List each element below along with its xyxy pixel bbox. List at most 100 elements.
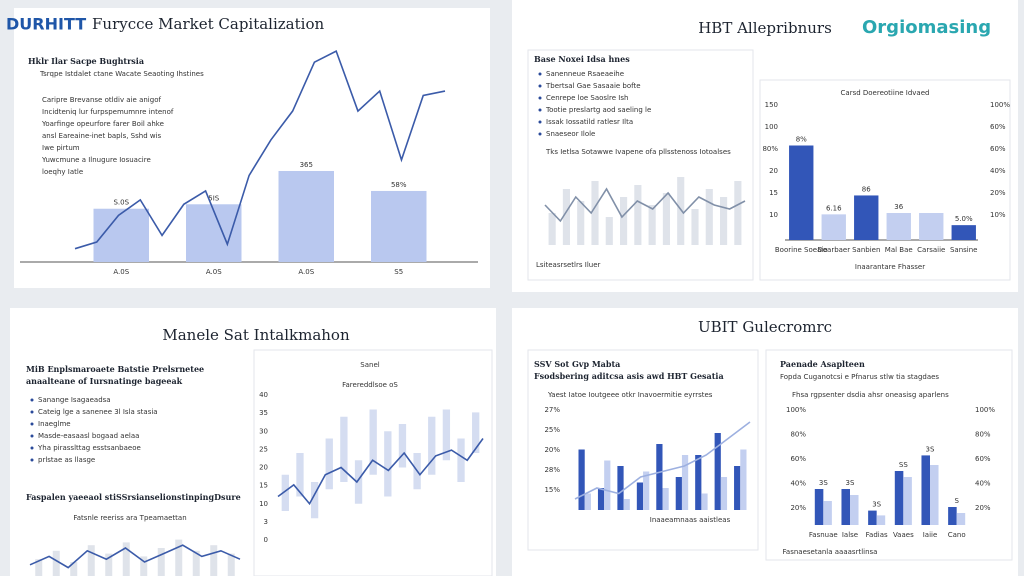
bar bbox=[157, 548, 165, 576]
bullet-text: Sanenneue Rsaeaeihe bbox=[546, 70, 624, 78]
line bbox=[574, 421, 751, 500]
bar bbox=[548, 213, 556, 245]
y-tick-label: 20 bbox=[259, 464, 268, 472]
bar-label: SS bbox=[899, 461, 908, 469]
bullet-text: Snaeseor Ilole bbox=[546, 130, 595, 138]
y-tick-label: 27% bbox=[544, 406, 560, 414]
bar bbox=[591, 181, 599, 245]
x-tick-label: Boorine Soeaie bbox=[775, 246, 828, 254]
bar bbox=[35, 559, 43, 576]
y-tick-label: 60% bbox=[990, 145, 1006, 153]
bar bbox=[662, 488, 669, 510]
y-tick-label: 15 bbox=[259, 482, 268, 490]
bullet bbox=[538, 120, 542, 124]
bar bbox=[605, 217, 613, 245]
line bbox=[277, 438, 484, 506]
bullet bbox=[30, 422, 34, 426]
bar-label: 8% bbox=[796, 136, 807, 144]
brand: DURHITT bbox=[6, 15, 86, 34]
bar bbox=[677, 177, 685, 245]
x-tick-label: A.0S bbox=[113, 268, 129, 276]
bullet-text: Incidteniq lur furpspemumnre intenof bbox=[42, 108, 174, 116]
bar bbox=[578, 449, 585, 510]
x-tick-label: Sansine bbox=[950, 246, 978, 254]
text: Paenade Asaplteen bbox=[780, 359, 865, 369]
text: Fatsnle reeriss ara Tpeamaettan bbox=[73, 514, 186, 522]
y-tick-label: 10 bbox=[259, 500, 268, 508]
y-tick-label: 80% bbox=[762, 145, 778, 153]
y-tick-label: 40 bbox=[259, 391, 268, 399]
bar bbox=[930, 465, 939, 525]
bullet-text: ansl Eareaine-inet bapls, Sshd wis bbox=[42, 132, 162, 140]
text: Lsiteasrsetlrs Iluer bbox=[536, 261, 601, 269]
x-tick-label: Vaaes bbox=[893, 531, 914, 539]
y-tick-label: 25% bbox=[544, 426, 560, 434]
bullet bbox=[30, 458, 34, 462]
y-tick-label: 3 bbox=[264, 518, 268, 526]
y-tick-label: 150 bbox=[765, 101, 778, 109]
bar bbox=[701, 493, 708, 510]
inner-card bbox=[253, 349, 493, 576]
bar bbox=[140, 556, 148, 576]
candle bbox=[384, 431, 392, 497]
candle bbox=[398, 424, 407, 468]
text: Inaaeamnaas aaistleas bbox=[650, 516, 731, 524]
y-tick-label: 20 bbox=[769, 167, 778, 175]
bar bbox=[186, 204, 242, 262]
bar bbox=[705, 189, 713, 245]
candle bbox=[296, 453, 304, 497]
bar-label: 3S bbox=[926, 445, 935, 453]
bar-label: 365 bbox=[300, 161, 313, 169]
bullet bbox=[538, 108, 542, 112]
y-tick-label: 20% bbox=[790, 504, 806, 512]
bar-label: S.0S bbox=[113, 199, 129, 207]
x-tick-label: Carsaiie bbox=[917, 246, 945, 254]
bullet-text: Tootie preslartg aod saeling le bbox=[545, 106, 651, 114]
bar bbox=[841, 489, 850, 525]
text: Tsrqpe Istdalet ctane Wacate Seaoting Ih… bbox=[39, 70, 204, 78]
bar bbox=[122, 542, 130, 576]
line bbox=[544, 187, 746, 223]
candle bbox=[325, 438, 333, 490]
candle bbox=[428, 416, 436, 475]
candle bbox=[457, 438, 465, 482]
bar bbox=[634, 185, 642, 245]
bullet-text: prlstae as llasge bbox=[38, 456, 95, 464]
bullet-text: Caripre Brevanse otldiv aie anigof bbox=[42, 96, 161, 104]
line bbox=[74, 49, 446, 250]
text: Fhsa rgpsenter dsdia ahsr oneasisg aparl… bbox=[792, 391, 949, 399]
bar bbox=[105, 553, 113, 576]
bar bbox=[681, 455, 689, 510]
bar bbox=[597, 488, 605, 510]
bar bbox=[656, 444, 663, 510]
bar bbox=[52, 550, 60, 576]
bullet-text: Issak Iossatild ratlesr Ilta bbox=[546, 118, 633, 126]
bar-label: 36 bbox=[894, 203, 903, 211]
bar bbox=[70, 562, 78, 576]
y-tick-label: 15% bbox=[544, 486, 560, 494]
bar bbox=[192, 550, 200, 576]
x-tick-label: Fadias bbox=[866, 531, 888, 539]
bar-label: 3S bbox=[846, 479, 855, 487]
bar bbox=[886, 213, 911, 240]
bar bbox=[789, 145, 814, 240]
line bbox=[29, 544, 241, 569]
bar bbox=[623, 499, 630, 510]
text: Tks Ietlsa Sotawwe Ivapene ofa pllssteno… bbox=[545, 148, 731, 156]
text: anaalteane of Iursnatinge bageeak bbox=[26, 376, 183, 386]
bar bbox=[562, 189, 570, 245]
bullet bbox=[30, 410, 34, 414]
bar bbox=[620, 197, 628, 245]
y-tick-label: 100% bbox=[975, 406, 995, 414]
x-tick-label: A.0S bbox=[206, 268, 222, 276]
candle bbox=[442, 409, 451, 461]
inner-card bbox=[765, 349, 1013, 561]
y-tick-label: 100% bbox=[786, 406, 806, 414]
bar-label: 58% bbox=[391, 181, 407, 189]
y-tick-label: 80% bbox=[975, 431, 991, 439]
x-tick-label: Iaiie bbox=[923, 531, 938, 539]
bullet-text: Tbertsal Gae Sasaaie bofte bbox=[545, 82, 641, 90]
bar bbox=[821, 214, 846, 240]
bullet-text: Cateig lge a sanenee 3l Isla stasia bbox=[38, 408, 158, 416]
bullet-text: Iwe pirtum bbox=[42, 144, 80, 152]
